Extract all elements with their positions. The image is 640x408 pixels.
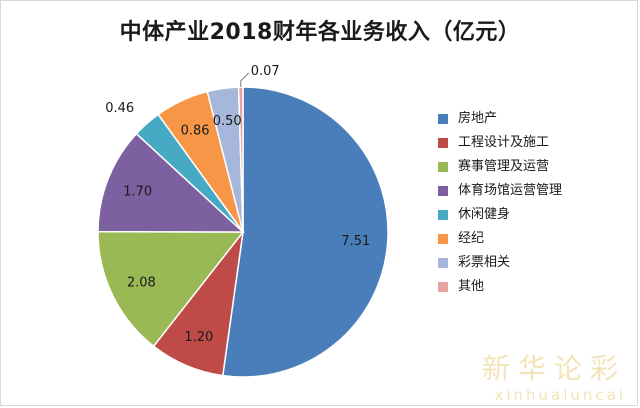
- legend-label-4: 体育场馆运营管理: [458, 183, 563, 198]
- legend-item-4: 体育场馆运营管理: [436, 179, 636, 203]
- pie-slice-1: [221, 86, 389, 378]
- legend-item-2: 工程设计及施工: [436, 131, 636, 155]
- legend-swatch-4: [438, 186, 448, 196]
- legend-item-3: 赛事管理及运营: [436, 155, 636, 179]
- legend-label-3: 赛事管理及运营: [458, 159, 550, 174]
- watermark-text-en: xinhualuncai: [494, 386, 626, 404]
- legend: 房地产工程设计及施工 赛事管理及运营 体育场馆运营管理 休闲健身经纪彩票相关其他: [436, 107, 636, 299]
- legend-swatch-6: [438, 234, 448, 244]
- data-label-3: 2.08: [127, 275, 156, 290]
- legend-item-1: 房地产: [436, 107, 636, 131]
- legend-swatch-1: [438, 114, 448, 124]
- legend-item-5: 休闲健身: [436, 203, 636, 227]
- legend-label-5: 休闲健身: [458, 207, 511, 222]
- legend-label-8: 其他: [458, 279, 485, 294]
- pie-slice-3: [97, 230, 245, 348]
- data-label-8: 0.07: [251, 64, 280, 79]
- legend-item-6: 经纪: [436, 227, 636, 251]
- data-label-7: 0.50: [213, 114, 242, 129]
- legend-item-8: 其他: [436, 275, 636, 299]
- chart-title: 中体产业2018财年各业务收入（亿元）: [119, 20, 521, 45]
- data-label-5: 0.46: [105, 101, 134, 116]
- data-label-4: 1.70: [123, 185, 152, 200]
- data-label-2: 1.20: [184, 330, 213, 345]
- watermark-text-cn: 新华论彩: [481, 352, 626, 385]
- legend-swatch-8: [438, 282, 448, 292]
- legend-label-2: 工程设计及施工: [458, 135, 550, 150]
- legend-label-7: 彩票相关: [458, 255, 511, 270]
- data-label-6: 0.86: [181, 124, 210, 139]
- legend-swatch-5: [438, 210, 448, 220]
- pie-slice-8: [237, 86, 244, 233]
- watermark: 新华论彩 xinhualuncai: [466, 352, 626, 404]
- legend-label-1: 房地产: [458, 111, 498, 126]
- legend-swatch-2: [438, 138, 448, 148]
- leader-line-8: [240, 72, 250, 88]
- pie-slice-4: [97, 132, 245, 233]
- data-label-1: 7.51: [341, 234, 370, 249]
- legend-swatch-7: [438, 258, 448, 268]
- legend-label-6: 经纪: [458, 231, 485, 246]
- legend-swatch-3: [438, 162, 448, 172]
- legend-item-7: 彩票相关: [436, 251, 636, 275]
